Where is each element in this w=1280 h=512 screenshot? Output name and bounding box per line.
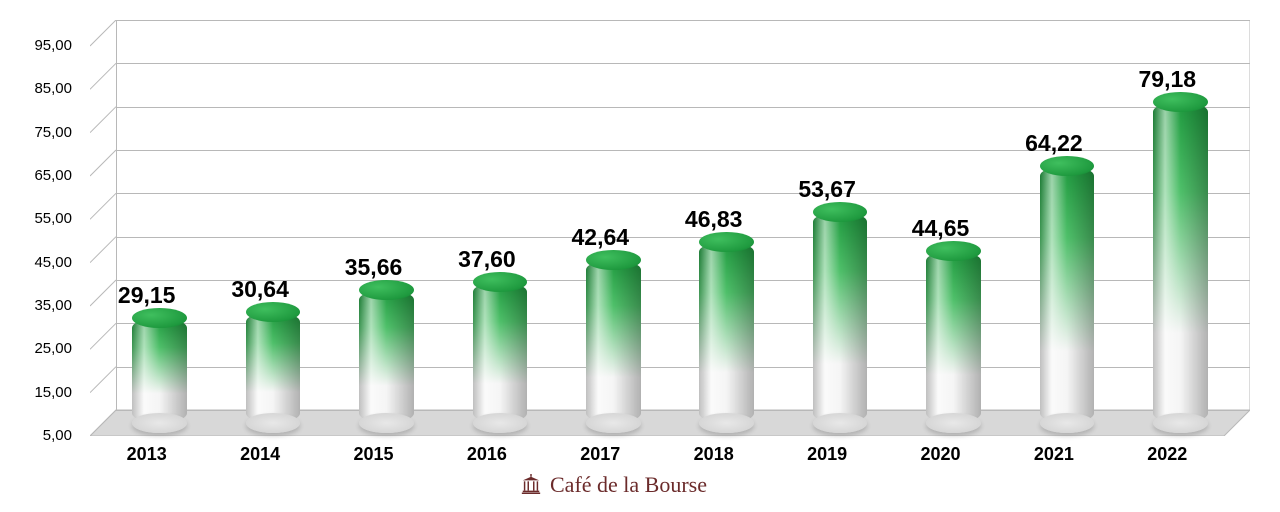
bar-value-label: 46,83: [664, 206, 764, 233]
bar-value-label: 44,65: [891, 215, 991, 242]
brand-watermark: Café de la Bourse: [520, 472, 707, 498]
bar: [132, 318, 186, 423]
x-tick-label: 2013: [90, 444, 203, 465]
x-tick-label: 2021: [997, 444, 1110, 465]
y-tick-label: 75,00: [0, 124, 72, 141]
chart-container: 5,00 15,00 25,00 35,00 45,00 55,00 65,00 75,00 8…: [0, 0, 1280, 512]
bar: [1040, 166, 1094, 423]
bar: [473, 282, 527, 423]
y-tick-label: 65,00: [0, 167, 72, 184]
x-tick-label: 2019: [770, 444, 883, 465]
x-tick-label: 2016: [430, 444, 543, 465]
y-tick-label: 35,00: [0, 297, 72, 314]
bar: [586, 260, 640, 423]
y-tick-label: 55,00: [0, 210, 72, 227]
x-tick-label: 2014: [203, 444, 316, 465]
bar: [926, 251, 980, 423]
bar-value-label: 42,64: [550, 224, 650, 251]
bar-value-label: 53,67: [777, 176, 877, 203]
bar-value-label: 79,18: [1117, 66, 1217, 93]
brand-text: Café de la Bourse: [550, 472, 707, 498]
x-tick-label: 2017: [544, 444, 657, 465]
bar: [246, 312, 300, 423]
bar-value-label: 29,15: [97, 282, 197, 309]
y-tick-label: 95,00: [0, 37, 72, 54]
bar-value-label: 30,64: [210, 276, 310, 303]
y-tick-label: 25,00: [0, 340, 72, 357]
bar-value-label: 37,60: [437, 246, 537, 273]
bar-value-label: 35,66: [324, 254, 424, 281]
y-tick-label: 5,00: [0, 427, 72, 444]
bar: [1153, 102, 1207, 423]
y-tick-label: 15,00: [0, 384, 72, 401]
x-tick-label: 2015: [317, 444, 430, 465]
bar: [699, 242, 753, 423]
x-tick-label: 2020: [884, 444, 997, 465]
bar: [359, 290, 413, 423]
y-tick-label: 45,00: [0, 254, 72, 271]
building-columns-icon: [520, 474, 542, 496]
bar-value-label: 64,22: [1004, 130, 1104, 157]
x-tick-label: 2022: [1111, 444, 1224, 465]
x-tick-label: 2018: [657, 444, 770, 465]
bar: [813, 212, 867, 423]
y-tick-label: 85,00: [0, 80, 72, 97]
